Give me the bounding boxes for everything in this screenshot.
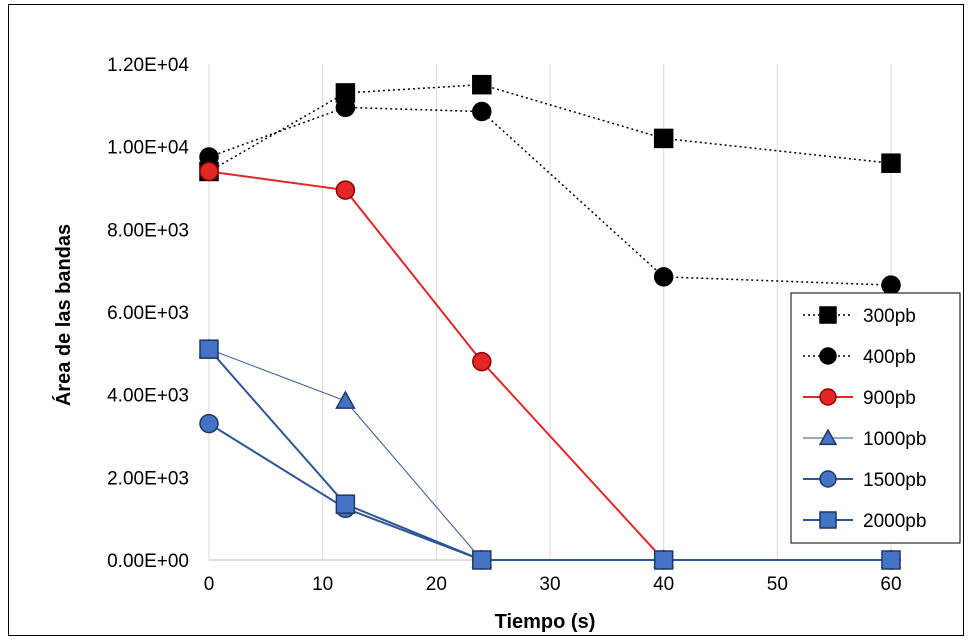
data-point-400pb-2 — [472, 101, 492, 122]
legend-marker-400pb — [819, 347, 837, 365]
data-point-400pb-1 — [335, 97, 356, 118]
plot-area — [198, 74, 902, 570]
legend: 300pb 400pb 900pb 1000pb 1500pb 2000pb — [790, 292, 961, 544]
legend-label-1000pb: 1000pb — [863, 429, 926, 450]
x-tick-label: 50 — [767, 574, 788, 595]
x-axis-title: Tiempo (s) — [495, 611, 596, 633]
legend-label-1500pb: 1500pb — [863, 470, 926, 491]
data-point-400pb-3 — [653, 267, 674, 287]
x-tick-label: 0 — [204, 574, 215, 595]
data-point-2000pb-2 — [472, 550, 492, 570]
legend-marker-1500pb — [819, 470, 837, 488]
legend-label-300pb: 300pb — [863, 306, 916, 327]
data-point-1000pb-1 — [335, 390, 356, 409]
x-axis-ticks: 0 10 20 30 40 50 60 — [204, 574, 902, 595]
x-tick-label: 40 — [653, 574, 674, 595]
data-point-2000pb-3 — [653, 550, 674, 570]
y-tick-label: 0.00E+00 — [107, 551, 189, 572]
grid — [208, 64, 892, 561]
data-point-300pb-3 — [653, 128, 674, 149]
data-point-300pb-2 — [472, 74, 492, 95]
legend-marker-2000pb — [819, 511, 837, 529]
legend-label-400pb: 400pb — [863, 347, 916, 368]
x-tick-label: 30 — [539, 574, 560, 595]
data-point-900pb-1 — [335, 180, 356, 200]
data-point-300pb-4 — [881, 153, 901, 173]
legend-label-900pb: 900pb — [863, 388, 916, 409]
x-tick-label: 10 — [312, 574, 333, 595]
legend-label-2000pb: 2000pb — [863, 511, 926, 532]
legend-box — [790, 292, 961, 544]
y-tick-label: 1.00E+04 — [107, 138, 189, 159]
legend-marker-1000pb — [818, 428, 838, 446]
data-point-900pb-0 — [199, 161, 219, 182]
data-point-1500pb-0 — [199, 413, 219, 434]
y-tick-label: 1.20E+04 — [107, 55, 189, 76]
y-axis-title: Área de las bandas — [52, 224, 75, 406]
data-point-2000pb-4 — [881, 550, 901, 570]
data-point-2000pb-0 — [199, 339, 219, 359]
x-tick-label: 20 — [426, 574, 447, 595]
legend-marker-900pb — [819, 388, 837, 406]
y-tick-label: 2.00E+03 — [107, 468, 189, 489]
legend-marker-300pb — [819, 306, 837, 324]
y-tick-label: 4.00E+03 — [107, 386, 189, 407]
data-point-2000pb-1 — [335, 494, 356, 514]
y-axis-ticks: 0.00E+00 2.00E+03 4.00E+03 6.00E+03 8.00E+03… — [107, 55, 189, 572]
data-point-900pb-2 — [472, 351, 492, 372]
y-tick-label: 6.00E+03 — [107, 303, 189, 324]
y-tick-label: 8.00E+03 — [107, 220, 189, 241]
data-point-400pb-4 — [881, 275, 901, 295]
x-tick-label: 60 — [880, 574, 901, 595]
